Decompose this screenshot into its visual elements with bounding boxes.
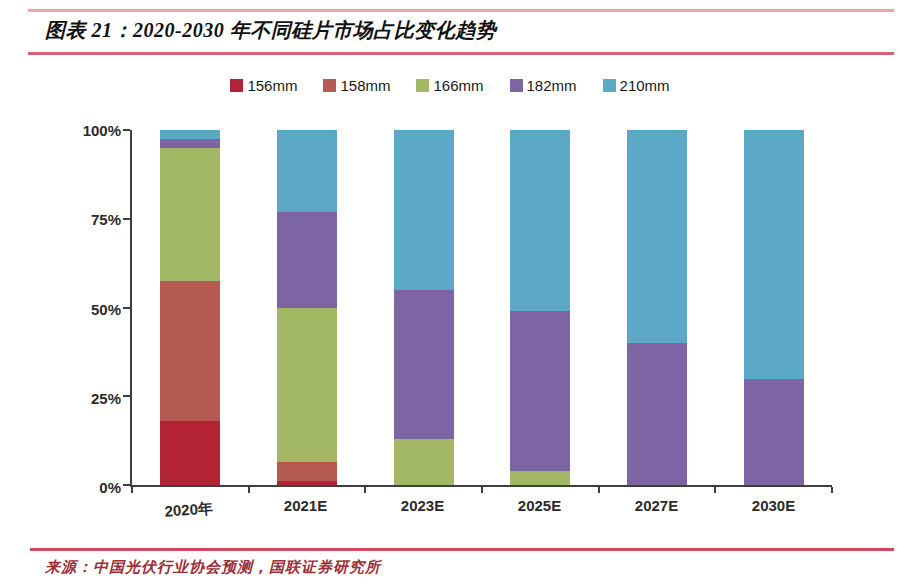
stacked-bar-2025E xyxy=(510,130,570,485)
category-column-2027E xyxy=(599,130,716,485)
stacked-bar-2021E xyxy=(277,130,337,485)
bar-segment-182mm xyxy=(627,343,687,485)
source-attribution: 来源：中国光伏行业协会预测，国联证券研究所 xyxy=(45,558,381,577)
x-tick-label-2025E: 2025E xyxy=(481,497,598,516)
x-tick-mark xyxy=(714,487,716,493)
legend-swatch-icon xyxy=(230,79,243,92)
x-tick-mark xyxy=(481,487,483,493)
bar-segment-156mm xyxy=(160,421,220,485)
legend-item-182mm: 182mm xyxy=(510,77,577,94)
legend-label: 158mm xyxy=(340,77,390,94)
legend-label: 210mm xyxy=(620,77,670,94)
x-tick-label-2023E: 2023E xyxy=(364,497,481,516)
bar-segment-210mm xyxy=(277,130,337,212)
legend-label: 166mm xyxy=(433,77,483,94)
category-column-2030E xyxy=(715,130,832,485)
x-axis-tick-labels: 2020年2021E2023E2025E2027E2030E xyxy=(130,497,832,516)
x-tick-label-2027E: 2027E xyxy=(598,497,715,516)
x-tick-label-2021E: 2021E xyxy=(247,497,364,516)
plot-area xyxy=(130,130,832,487)
legend-swatch-icon xyxy=(323,79,336,92)
x-tick-mark xyxy=(364,487,366,493)
category-column-2020年 xyxy=(132,130,249,485)
legend-item-158mm: 158mm xyxy=(323,77,390,94)
stacked-bar-2023E xyxy=(394,130,454,485)
y-tick-mark xyxy=(123,395,130,397)
bar-segment-210mm xyxy=(510,130,570,311)
y-tick-mark xyxy=(123,218,130,220)
footer-rule xyxy=(30,548,894,551)
legend-label: 156mm xyxy=(247,77,297,94)
chart-legend: 156mm 158mm 166mm 182mm 210mm xyxy=(0,77,900,94)
bar-segment-166mm xyxy=(160,148,220,281)
title-underline-rule xyxy=(28,52,894,55)
y-tick-label: 100% xyxy=(55,122,121,139)
y-tick-mark xyxy=(123,484,130,486)
x-tick-mark xyxy=(248,487,250,493)
bar-segment-182mm xyxy=(394,290,454,439)
bar-segment-182mm xyxy=(277,212,337,308)
bar-segment-158mm xyxy=(277,462,337,482)
category-column-2025E xyxy=(482,130,599,485)
y-tick-label: 0% xyxy=(55,479,121,496)
legend-swatch-icon xyxy=(510,79,523,92)
figure-title: 图表 21：2020-2030 年不同硅片市场占比变化趋势 xyxy=(45,17,496,44)
bar-segment-158mm xyxy=(160,281,220,421)
bar-segment-166mm xyxy=(277,308,337,462)
x-tick-mark xyxy=(598,487,600,493)
legend-item-166mm: 166mm xyxy=(416,77,483,94)
y-tick-mark xyxy=(123,129,130,131)
bar-segment-210mm xyxy=(394,130,454,290)
bar-segment-182mm xyxy=(160,139,220,148)
report-chart-figure: 图表 21：2020-2030 年不同硅片市场占比变化趋势 156mm 158mm… xyxy=(0,0,900,588)
stacked-bar-2027E xyxy=(627,130,687,485)
y-tick-label: 25% xyxy=(55,390,121,407)
legend-label: 182mm xyxy=(527,77,577,94)
stacked-bar-2020年 xyxy=(160,130,220,485)
category-column-2021E xyxy=(249,130,366,485)
y-tick-label: 75% xyxy=(55,211,121,228)
category-column-2023E xyxy=(365,130,482,485)
legend-swatch-icon xyxy=(603,79,616,92)
x-tick-label-2030E: 2030E xyxy=(715,497,832,516)
x-tick-mark xyxy=(131,487,133,493)
x-tick-mark xyxy=(831,487,833,493)
y-tick-mark xyxy=(123,307,130,309)
x-tick-label-2020年: 2020年 xyxy=(130,497,248,524)
bar-segment-166mm xyxy=(510,471,570,485)
bar-segment-182mm xyxy=(744,379,804,486)
top-rule xyxy=(28,9,894,12)
y-axis-tick-labels: 0%25%50%75%100% xyxy=(55,130,121,487)
bar-segment-210mm xyxy=(744,130,804,379)
legend-item-156mm: 156mm xyxy=(230,77,297,94)
bar-segment-156mm xyxy=(277,481,337,485)
legend-item-210mm: 210mm xyxy=(603,77,670,94)
y-tick-label: 50% xyxy=(55,301,121,318)
bar-segment-166mm xyxy=(394,439,454,485)
stacked-bar-2030E xyxy=(744,130,804,485)
bar-segment-210mm xyxy=(160,130,220,139)
bar-segment-210mm xyxy=(627,130,687,343)
legend-swatch-icon xyxy=(416,79,429,92)
bar-segment-182mm xyxy=(510,311,570,471)
